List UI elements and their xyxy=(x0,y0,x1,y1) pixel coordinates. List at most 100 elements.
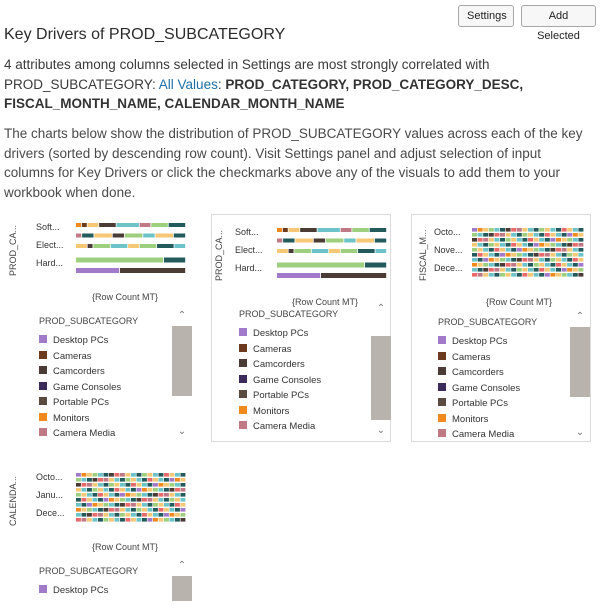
bar-segment xyxy=(76,513,81,517)
legend-scroll-down-icon[interactable]: ⌄ xyxy=(376,425,386,436)
bar-segment xyxy=(544,238,550,242)
legend-scroll-down-icon[interactable]: ⌄ xyxy=(177,426,187,437)
bar-segment xyxy=(175,508,180,512)
legend-item[interactable]: Desktop PCs xyxy=(39,335,108,347)
legend-label: Monitors xyxy=(53,412,90,424)
legend-scroll-up-icon[interactable]: ⌃ xyxy=(575,311,585,322)
legend-item[interactable]: Camcorders xyxy=(39,366,105,378)
legend-swatch xyxy=(39,335,47,344)
bar-segment xyxy=(120,483,125,487)
y-axis-label: FISCAL_M... xyxy=(418,229,428,281)
bar-segment xyxy=(87,473,92,477)
bar-segment xyxy=(528,263,533,267)
bar-segment xyxy=(169,513,175,517)
legend-item[interactable]: Game Consoles xyxy=(438,383,520,395)
bar-segment xyxy=(505,243,511,247)
legend-item[interactable]: Monitors xyxy=(438,414,488,426)
bar-segment xyxy=(158,503,164,507)
legend-swatch xyxy=(438,336,446,345)
bar-segment xyxy=(556,228,561,232)
bar-segment xyxy=(572,253,578,257)
bar-segment xyxy=(103,513,109,517)
bar-segment xyxy=(556,233,561,237)
bar-segment xyxy=(505,263,511,267)
bar-segment xyxy=(561,248,567,252)
bar-segment xyxy=(175,503,180,507)
all-values-link[interactable]: All Values xyxy=(158,76,218,92)
bar-segment xyxy=(103,508,109,512)
stacked-bar-chart[interactable] xyxy=(76,473,186,527)
legend-item[interactable]: Camera Media xyxy=(239,421,315,433)
bar-segment xyxy=(87,483,92,487)
legend-scrollbar-thumb[interactable] xyxy=(570,327,590,397)
bar-segment xyxy=(578,263,584,267)
bar-segment xyxy=(488,263,494,267)
bar-segment xyxy=(81,483,87,487)
legend-item[interactable]: Game Consoles xyxy=(39,382,121,394)
stacked-bar-chart[interactable] xyxy=(472,228,584,282)
bar-segment xyxy=(87,503,92,507)
bar-segment xyxy=(164,257,186,263)
bar-segment xyxy=(561,238,567,242)
legend-scroll-down-icon[interactable]: ⌄ xyxy=(575,427,585,438)
bar-segment xyxy=(180,498,186,502)
legend-item[interactable]: Game Consoles xyxy=(239,375,321,387)
legend-scroll-up-icon[interactable]: ⌃ xyxy=(177,560,187,571)
bar-segment xyxy=(136,508,142,512)
bar-segment xyxy=(516,258,522,262)
chart-panel-prod-category-desc[interactable]: PROD_CA... Soft... Elect... Hard... {Row Cou… xyxy=(211,214,391,442)
bar-segment xyxy=(511,243,517,247)
bar-segment xyxy=(125,508,131,512)
legend-item[interactable]: Desktop PCs xyxy=(39,585,108,597)
bar-segment xyxy=(533,263,539,267)
legend-scrollbar-thumb[interactable] xyxy=(172,576,192,601)
bar-segment xyxy=(131,513,136,517)
bar-segment xyxy=(103,493,109,497)
legend-item[interactable]: Camcorders xyxy=(239,359,305,371)
bar-segment xyxy=(136,488,142,492)
bar-segment xyxy=(142,493,147,497)
bar-segment xyxy=(533,258,539,262)
legend-item[interactable]: Portable PCs xyxy=(438,398,508,410)
legend-item[interactable]: Camera Media xyxy=(39,428,115,440)
legend-item[interactable]: Desktop PCs xyxy=(438,336,507,348)
bar-segment xyxy=(109,493,114,497)
add-selected-button[interactable]: Add Selected xyxy=(521,5,596,42)
chart-panel-fiscal-month-name[interactable]: FISCAL_M... Octo... Nove... Dece... {Row Cou… xyxy=(411,214,591,442)
legend-swatch xyxy=(39,350,47,359)
legend-item[interactable]: Cameras xyxy=(239,344,292,356)
bar-segment xyxy=(76,473,81,477)
bar-segment xyxy=(136,493,142,497)
bar-segment xyxy=(164,488,169,492)
legend-item[interactable]: Camcorders xyxy=(438,367,504,379)
bar-segment xyxy=(300,228,317,232)
bar-segment xyxy=(477,253,483,257)
bar-segment xyxy=(164,483,169,487)
bar-segment xyxy=(76,257,164,263)
chart-panel-calendar-month-name[interactable]: CALENDA... Octo... Janu... Dece... {Row Coun… xyxy=(6,464,192,611)
legend-item[interactable]: Monitors xyxy=(39,413,89,425)
bar-segment xyxy=(175,493,180,497)
legend-item[interactable]: Cameras xyxy=(39,351,92,363)
legend-scrollbar-thumb[interactable] xyxy=(172,326,192,396)
bar-segment xyxy=(109,488,114,492)
legend-item[interactable]: Camera Media xyxy=(438,429,514,441)
bar-segment xyxy=(550,253,556,257)
legend-item[interactable]: Monitors xyxy=(239,406,289,418)
bar-segment xyxy=(550,248,556,252)
bar-segment xyxy=(544,243,550,247)
legend-scroll-up-icon[interactable]: ⌃ xyxy=(177,310,187,321)
legend-item[interactable]: Desktop PCs xyxy=(239,328,308,340)
bar-segment xyxy=(131,483,136,487)
chart-panel-prod-category[interactable]: PROD_CA... Soft... Elect... Hard... {Row Cou… xyxy=(6,214,192,442)
legend-item[interactable]: Cameras xyxy=(438,352,491,364)
legend-item[interactable]: Portable PCs xyxy=(39,397,109,409)
legend-scrollbar-thumb[interactable] xyxy=(371,336,391,420)
bar-segment xyxy=(472,273,477,277)
legend-item[interactable]: Portable PCs xyxy=(239,390,309,402)
stacked-bar-chart[interactable] xyxy=(277,228,387,282)
category-label: Hard... xyxy=(36,258,64,268)
settings-button[interactable]: Settings xyxy=(458,5,514,27)
stacked-bar-chart[interactable] xyxy=(76,223,186,277)
legend-scroll-up-icon[interactable]: ⌃ xyxy=(376,303,386,314)
